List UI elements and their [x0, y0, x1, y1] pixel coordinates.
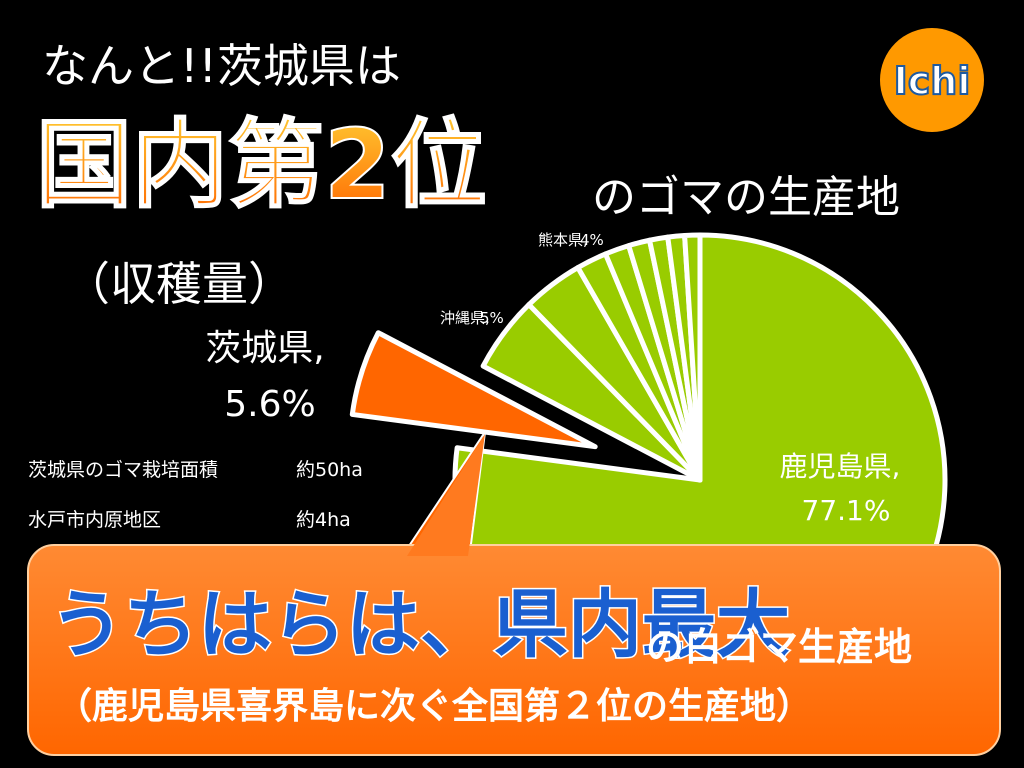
value-label: 77.1%	[802, 494, 891, 527]
title-line4: （収穫量）	[64, 257, 294, 311]
title-line1: なんと!!茨城県は	[42, 39, 401, 93]
note-label: 茨城県のゴマ栽培面積	[28, 459, 218, 481]
slice-label: 沖縄県,	[440, 309, 490, 327]
logo: Ichi	[894, 59, 971, 103]
pie-slice	[682, 232, 703, 483]
note-label: 水戸市内原地区	[28, 509, 161, 531]
callout-pointer-join	[407, 434, 485, 556]
title-line3: のゴマの生産地	[592, 172, 900, 223]
callout-box	[27, 544, 1001, 756]
pie-slice	[349, 330, 598, 450]
callout-tail: の白ゴマ生産地	[646, 625, 912, 669]
callout-main: うちはらは、県内最大	[50, 582, 790, 668]
value-label: 5%	[480, 309, 504, 327]
callout-sub: （鹿児島県喜界島に次ぐ全国第２位の生産地）	[56, 685, 812, 727]
logo-circle	[880, 28, 984, 132]
title-main: 国内第2位	[36, 109, 487, 221]
note-value: 約4ha	[296, 509, 351, 531]
note-value: 約50ha	[296, 459, 363, 481]
slice-label: 茨城県,	[205, 328, 324, 369]
slice-label: 熊本県,	[538, 231, 588, 249]
value-label: 5.6%	[224, 384, 315, 425]
slice-label: 鹿児島県,	[780, 450, 901, 483]
value-label: 4%	[580, 231, 604, 249]
